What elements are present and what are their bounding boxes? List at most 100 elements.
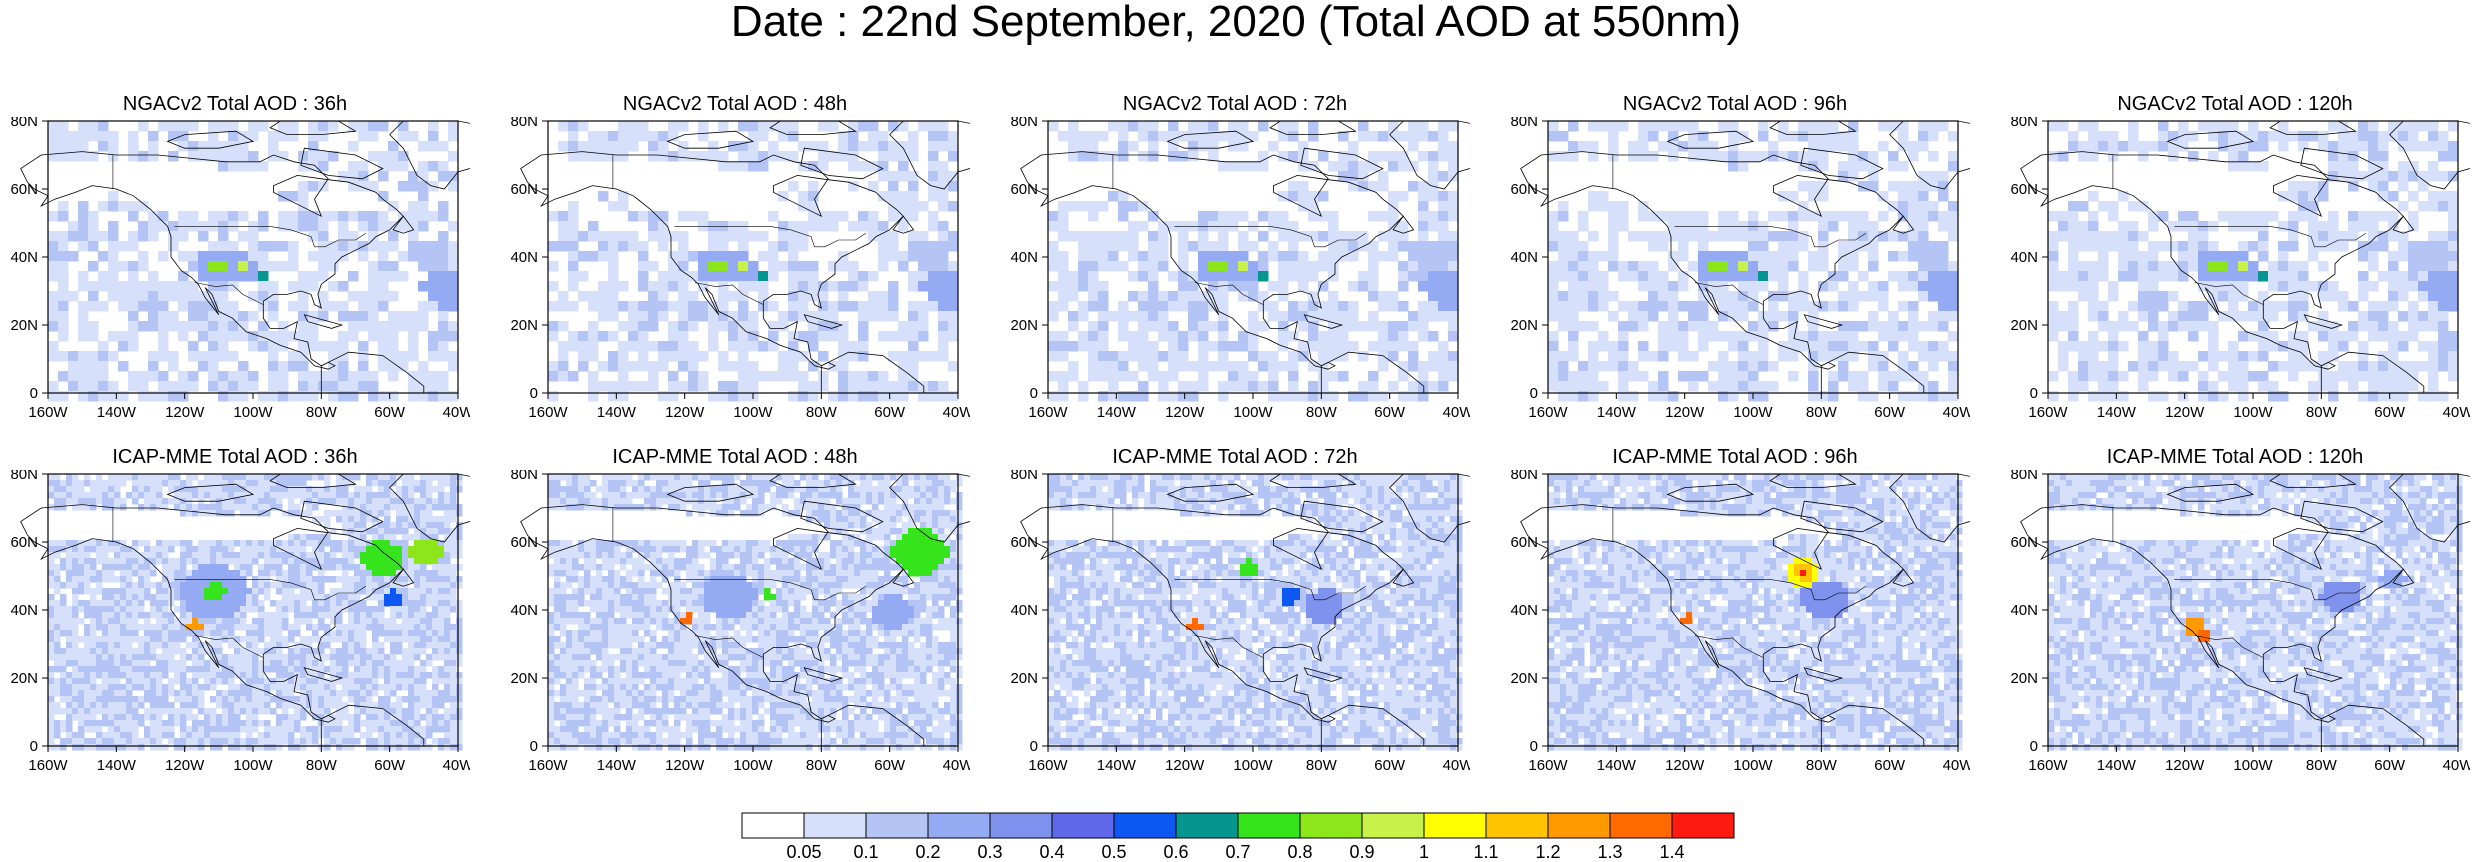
- coastlines: [1520, 473, 1970, 747]
- x-tick-label: 80W: [1806, 757, 1838, 774]
- x-tick-label: 40W: [1443, 404, 1470, 421]
- colorbar-label: 1: [1419, 842, 1429, 862]
- colorbar-label: 1.1: [1473, 842, 1498, 862]
- x-tick-label: 140W: [1097, 757, 1137, 774]
- colorbar-label: 0.9: [1349, 842, 1374, 862]
- y-tick-label: 0: [1530, 738, 1538, 755]
- panel-title: ICAP-MME Total AOD : 36h: [112, 446, 358, 468]
- colorbar-swatch: [1237, 812, 1301, 839]
- y-tick-label: 0: [1030, 738, 1038, 755]
- x-tick-label: 80W: [306, 404, 338, 421]
- y-tick-label: 40N: [1510, 249, 1538, 266]
- coastlines: [1020, 120, 1470, 394]
- aod-field: [548, 121, 959, 402]
- colorbar-swatch: [1609, 812, 1673, 839]
- x-tick-label: 140W: [1097, 404, 1137, 421]
- map-axes: 160W 140W 120W 100W 80W 60W 40W 0 20N 40N 60N 80N: [2010, 117, 2470, 421]
- map-axes: 160W 140W 120W 100W 80W 60W 40W 0 20N 40N 60N 80N: [510, 470, 970, 774]
- x-tick-label: 120W: [165, 757, 205, 774]
- x-tick-label: 60W: [874, 757, 906, 774]
- colorbar-swatch: [803, 812, 867, 839]
- y-tick-label: 40N: [2010, 249, 2038, 266]
- x-tick-label: 160W: [28, 757, 68, 774]
- map-axes: 160W 140W 120W 100W 80W 60W 40W 0 20N 40N 60N 80N: [2010, 470, 2470, 774]
- y-tick-label: 80N: [1510, 117, 1538, 130]
- aod-map: 160W 140W 120W 100W 80W 60W 40W 0 20N 40N 60N 80N: [510, 117, 970, 421]
- y-tick-label: 40N: [2010, 602, 2038, 619]
- x-tick-label: 120W: [165, 404, 205, 421]
- x-tick-label: 60W: [2374, 404, 2406, 421]
- y-tick-label: 20N: [1510, 317, 1538, 334]
- x-tick-label: 60W: [874, 404, 906, 421]
- x-tick-label: 160W: [1528, 757, 1568, 774]
- colorbar-label: 0.8: [1287, 842, 1312, 862]
- colorbar-swatch: [927, 812, 991, 839]
- x-tick-label: 140W: [97, 404, 137, 421]
- x-tick-label: 80W: [306, 757, 338, 774]
- x-tick-label: 40W: [2443, 757, 2470, 774]
- colorbar-label: 1.2: [1535, 842, 1560, 862]
- aod-map: 160W 140W 120W 100W 80W 60W 40W 0 20N 40N 60N 80N: [510, 470, 970, 774]
- colorbar-swatch: [1299, 812, 1363, 839]
- colorbar-swatch: [1361, 812, 1425, 839]
- aod-field: [48, 474, 463, 751]
- x-tick-label: 120W: [1165, 757, 1205, 774]
- aod-map: 160W 140W 120W 100W 80W 60W 40W 0 20N 40N 60N 80N: [1510, 117, 1970, 421]
- y-tick-label: 0: [1030, 385, 1038, 402]
- y-tick-label: 20N: [2010, 670, 2038, 687]
- y-tick-label: 40N: [510, 249, 538, 266]
- x-tick-label: 140W: [2097, 404, 2137, 421]
- x-tick-label: 100W: [1733, 404, 1773, 421]
- y-tick-label: 60N: [510, 181, 538, 198]
- colorbar-label: 0.7: [1225, 842, 1250, 862]
- y-tick-label: 60N: [1510, 534, 1538, 551]
- map-axes: 160W 140W 120W 100W 80W 60W 40W 0 20N 40N 60N 80N: [10, 117, 470, 421]
- y-tick-label: 0: [30, 738, 38, 755]
- aod-map: 160W 140W 120W 100W 80W 60W 40W 0 20N 40N 60N 80N: [1010, 117, 1470, 421]
- y-tick-label: 80N: [2010, 117, 2038, 130]
- y-tick-label: 0: [2030, 385, 2038, 402]
- aod-map: 160W 140W 120W 100W 80W 60W 40W 0 20N 40N 60N 80N: [1510, 470, 1970, 774]
- y-tick-label: 40N: [10, 602, 38, 619]
- colorbar-label: 1.3: [1597, 842, 1622, 862]
- y-tick-label: 80N: [1010, 117, 1038, 130]
- y-tick-label: 20N: [510, 670, 538, 687]
- colorbar-label: 0.4: [1039, 842, 1064, 862]
- y-tick-label: 0: [30, 385, 38, 402]
- x-tick-label: 140W: [97, 757, 137, 774]
- x-tick-label: 120W: [2165, 757, 2205, 774]
- x-tick-label: 60W: [1874, 757, 1906, 774]
- x-tick-label: 160W: [1528, 404, 1568, 421]
- x-tick-label: 60W: [374, 757, 406, 774]
- x-tick-label: 100W: [1733, 757, 1773, 774]
- x-tick-label: 100W: [2233, 404, 2273, 421]
- aod-field: [48, 121, 459, 402]
- x-tick-label: 140W: [597, 757, 637, 774]
- y-tick-label: 40N: [510, 602, 538, 619]
- map-axes: 160W 140W 120W 100W 80W 60W 40W 0 20N 40N 60N 80N: [1510, 470, 1970, 774]
- aod-field: [1048, 121, 1459, 402]
- y-tick-label: 0: [1530, 385, 1538, 402]
- x-tick-label: 120W: [2165, 404, 2205, 421]
- x-tick-label: 80W: [1806, 404, 1838, 421]
- x-tick-label: 120W: [1665, 404, 1705, 421]
- x-tick-label: 160W: [1028, 757, 1068, 774]
- map-axes: 160W 140W 120W 100W 80W 60W 40W 0 20N 40N 60N 80N: [1510, 117, 1970, 421]
- x-tick-label: 60W: [2374, 757, 2406, 774]
- colorbar-swatch: [1113, 812, 1177, 839]
- map-panel-ngac-36h: NGACv2 Total AOD : 36h 160W 140W 120W 100W 8…: [0, 93, 470, 453]
- map-panel-icap-96h: ICAP-MME Total AOD : 96h 160W 140W 120W 100…: [1500, 446, 1970, 806]
- x-tick-label: 40W: [1443, 757, 1470, 774]
- map-panel-icap-48h: ICAP-MME Total AOD : 48h 160W 140W 120W 100…: [500, 446, 970, 806]
- x-tick-label: 60W: [374, 404, 406, 421]
- y-tick-label: 60N: [2010, 181, 2038, 198]
- y-tick-label: 20N: [510, 317, 538, 334]
- aod-field: [2048, 474, 2463, 751]
- y-tick-label: 80N: [1510, 470, 1538, 483]
- y-tick-label: 80N: [2010, 470, 2038, 483]
- x-tick-label: 60W: [1374, 757, 1406, 774]
- y-tick-label: 20N: [1010, 670, 1038, 687]
- y-tick-label: 80N: [1010, 470, 1038, 483]
- panel-title: ICAP-MME Total AOD : 96h: [1612, 446, 1858, 468]
- y-tick-label: 40N: [1010, 602, 1038, 619]
